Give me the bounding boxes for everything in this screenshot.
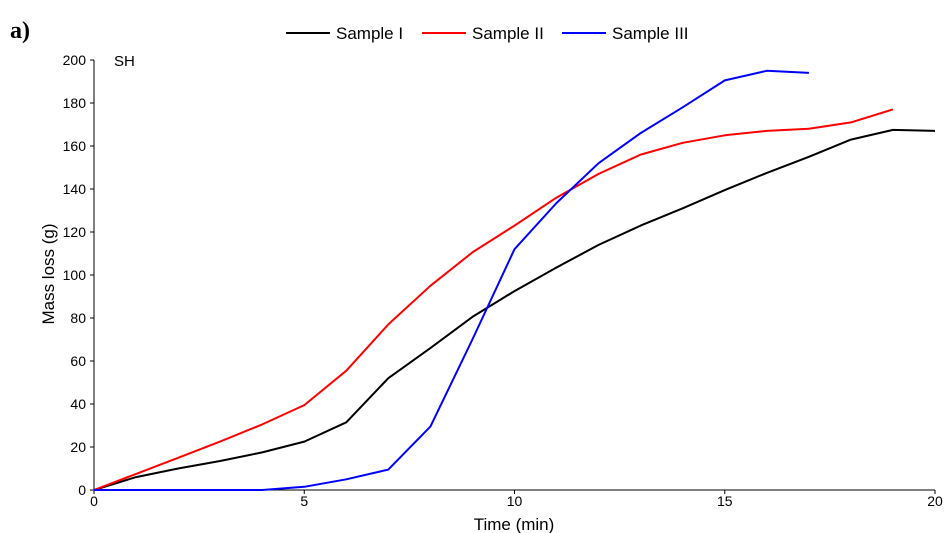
y-tick-label: 0 bbox=[78, 482, 86, 498]
series-line-2 bbox=[93, 108, 894, 491]
chart-annotation: SH bbox=[114, 53, 135, 70]
y-tick-label: 20 bbox=[70, 439, 86, 455]
y-tick-label: 80 bbox=[70, 310, 86, 326]
legend-label-3: Sample III bbox=[612, 24, 689, 43]
legend-label-1: Sample I bbox=[336, 24, 403, 43]
panel-label: a) bbox=[10, 18, 30, 44]
x-tick-label: 20 bbox=[927, 493, 943, 509]
x-tick-label: 5 bbox=[300, 493, 308, 509]
x-axis-title: Time (min) bbox=[474, 515, 555, 533]
y-axis-title: Mass loss (g) bbox=[39, 223, 58, 324]
x-tick-label: 0 bbox=[90, 493, 98, 509]
y-tick-label: 160 bbox=[63, 138, 87, 154]
y-tick-label: 40 bbox=[70, 396, 86, 412]
series-line-3 bbox=[94, 69, 809, 491]
y-tick-label: 100 bbox=[63, 267, 87, 283]
y-tick-label: 180 bbox=[63, 95, 87, 111]
series-group bbox=[93, 69, 936, 491]
legend-label-2: Sample II bbox=[472, 24, 544, 43]
y-tick-label: 140 bbox=[63, 181, 87, 197]
y-tick-label: 60 bbox=[70, 353, 86, 369]
y-tick-label: 120 bbox=[63, 224, 87, 240]
series-line-1 bbox=[93, 128, 936, 491]
x-tick-label: 15 bbox=[717, 493, 733, 509]
y-tick-label: 200 bbox=[63, 52, 87, 68]
x-tick-label: 10 bbox=[507, 493, 523, 509]
legend: Sample I Sample II Sample III bbox=[286, 24, 689, 43]
